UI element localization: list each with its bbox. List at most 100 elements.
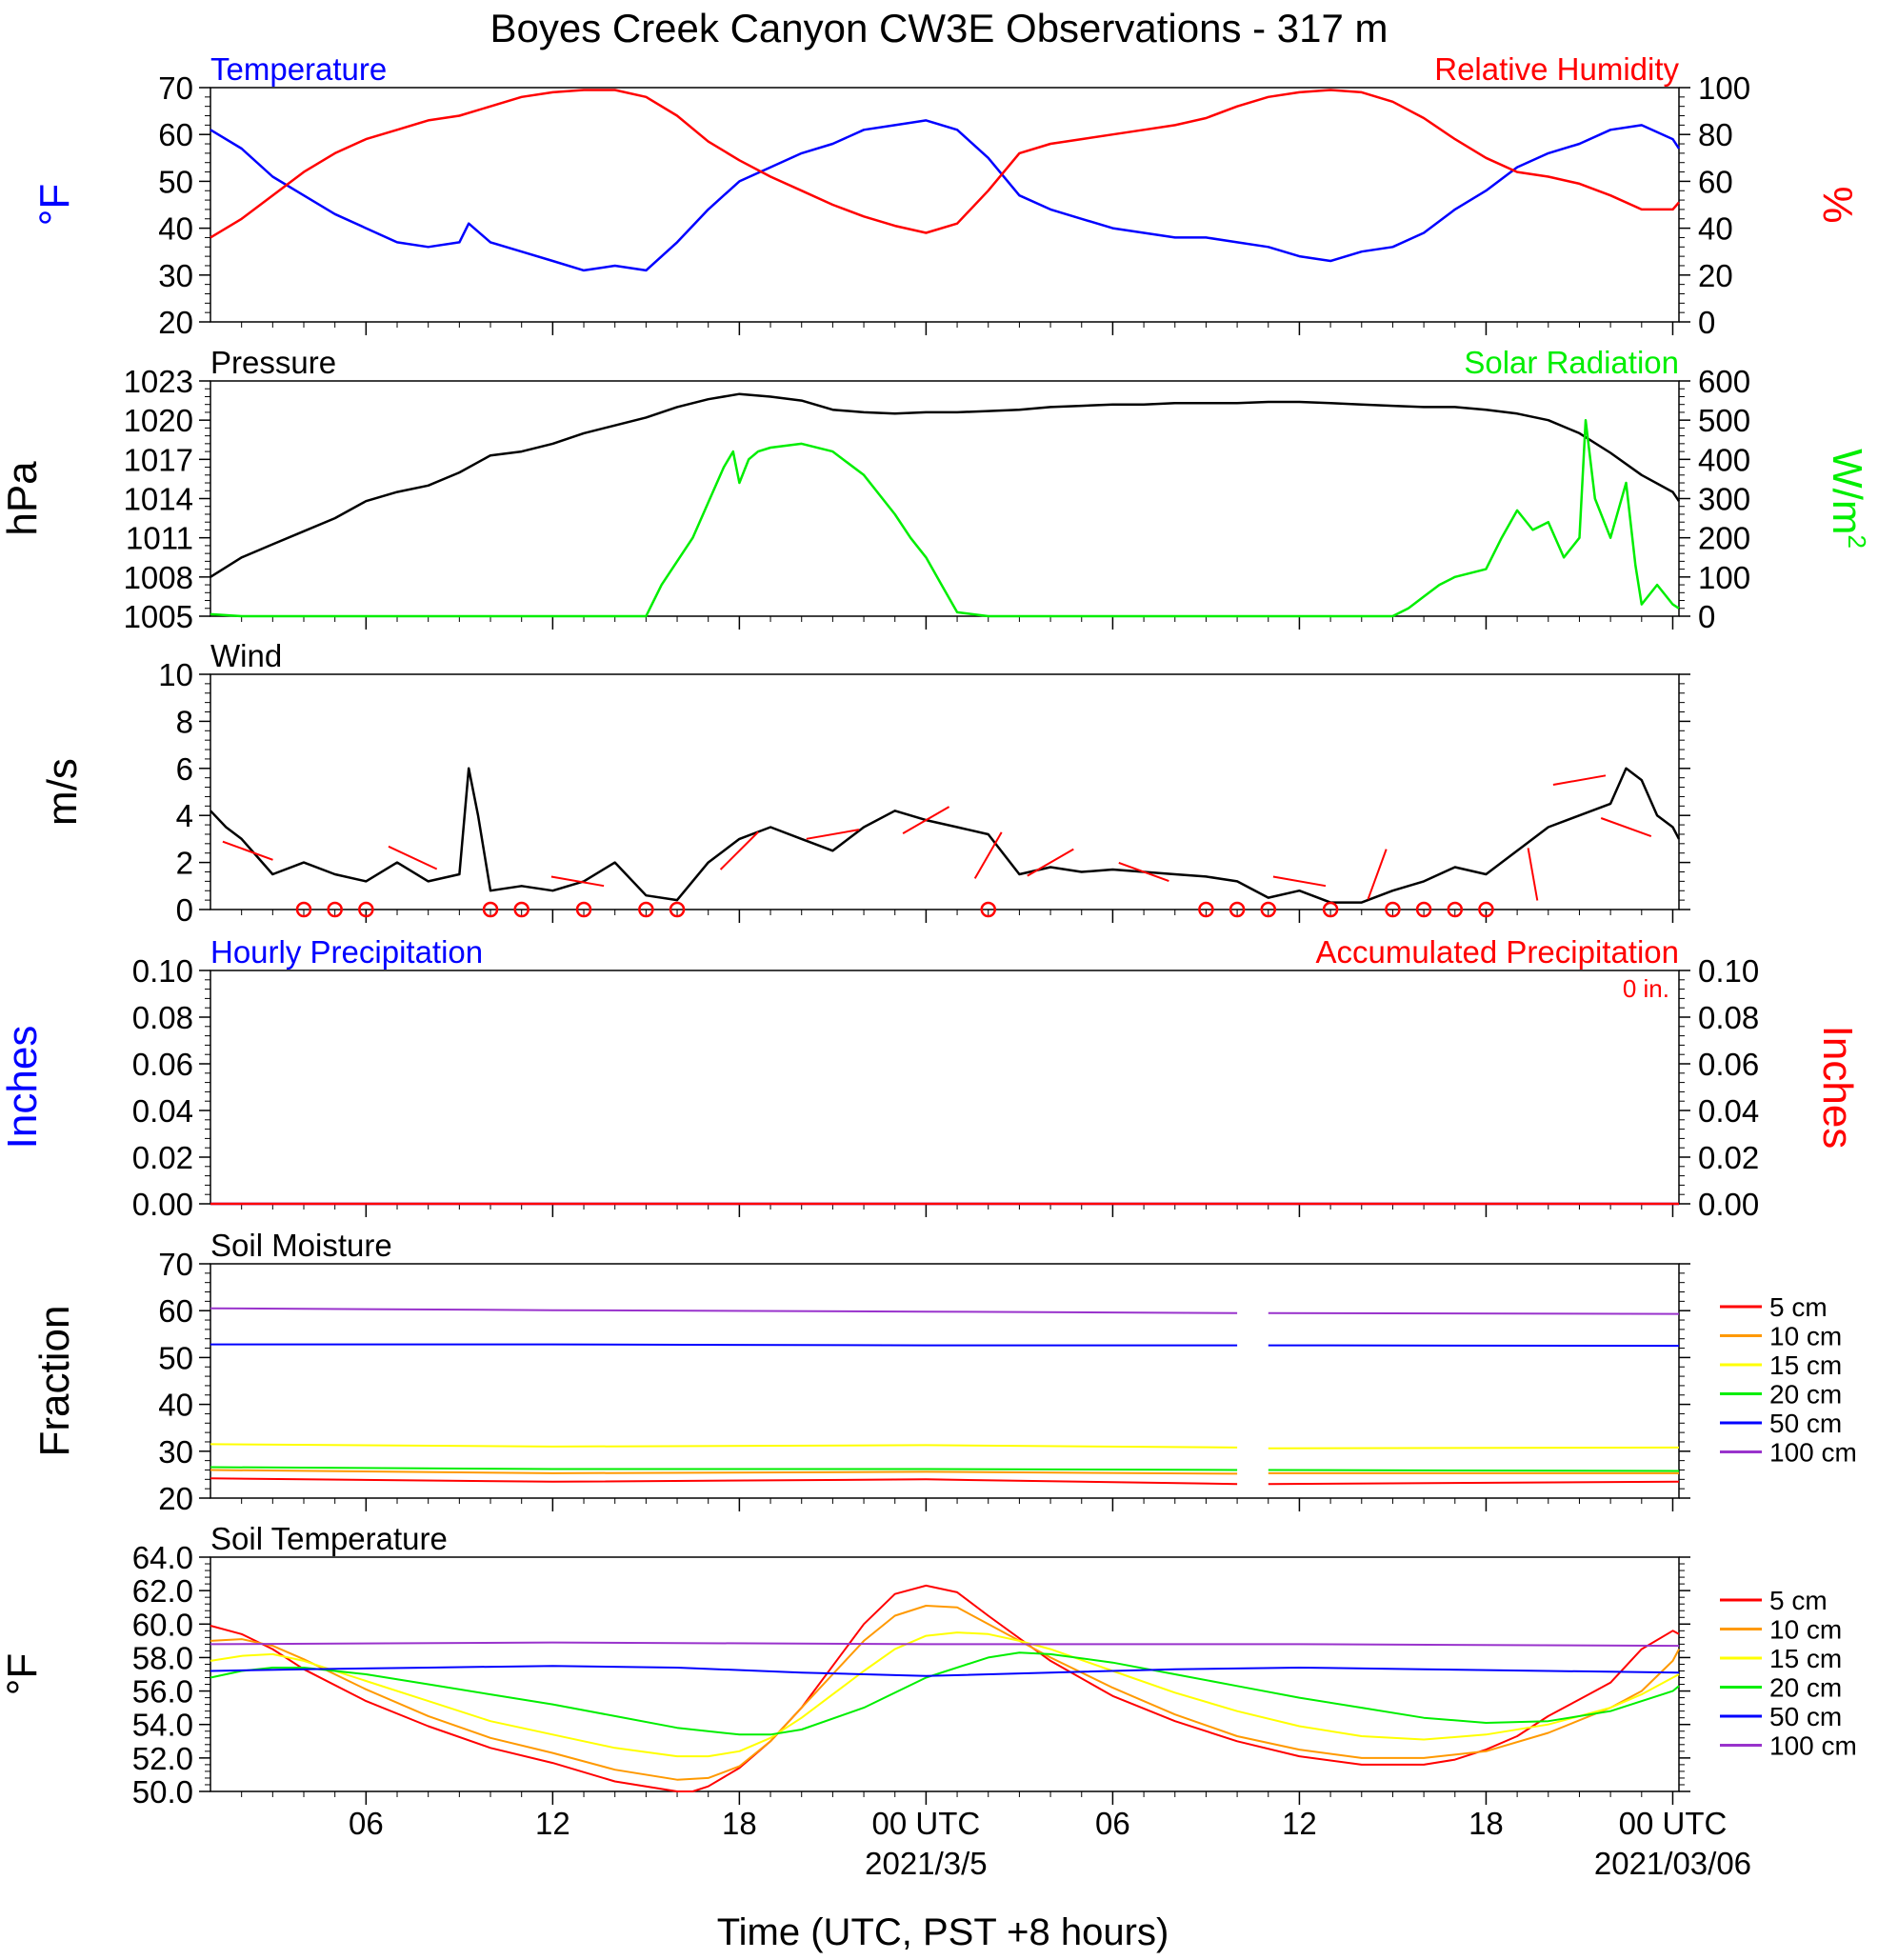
y-tick-label: 50.0 [132,1774,193,1810]
y-tick-label: 50 [158,164,193,199]
legend-label-d15: 15 cm [1769,1644,1842,1673]
y-tick-label: 0.10 [132,953,193,989]
wind-barb [1600,817,1652,838]
y-tick-label: 1011 [126,521,193,556]
legend-label-d50: 50 cm [1769,1702,1842,1731]
wind-barb [1272,875,1327,888]
y2-tick-label: 0.06 [1698,1047,1759,1082]
panel-5: Soil Moisture 70 60 50 40 30 20 Fraction 5 cm10 … [31,1228,1857,1516]
accumulation-annotation: 0 in. [1623,974,1669,1003]
series-line-pressure [210,392,1681,578]
legend-label-d15: 15 cm [1769,1350,1842,1380]
y2-tick-label: 0.10 [1698,953,1759,989]
series-line-wind [210,767,1681,904]
wind-barb [1367,849,1388,900]
y-tick-label: 58.0 [132,1640,193,1675]
wind-barb [806,829,860,840]
y-tick-label: 30 [158,1434,193,1470]
y-tick-label: 60 [158,117,193,152]
series-line-temperature [210,119,1681,272]
y-axis-label: °F [31,184,78,226]
series-line-d50 [210,1665,1680,1677]
x-tick-label: 06 [349,1806,384,1841]
legend-label-d10: 10 cm [1769,1322,1842,1351]
y-tick-label: 30 [158,258,193,293]
x-tick-label: 06 [1095,1806,1130,1841]
calm-wind-marker [1260,901,1277,918]
series-line-d10 [210,1605,1680,1781]
x-tick-label: 12 [1282,1806,1317,1841]
y-tick-label: 6 [176,751,193,787]
calm-wind-marker [1447,901,1464,918]
series-line-d20 [210,1466,1238,1471]
y-tick-label: 20 [158,1481,193,1516]
plot-frame [210,673,1680,910]
calm-wind-marker [1415,901,1432,918]
series-line-humidity [210,89,1680,239]
y-axis-label: °F [0,1653,46,1695]
x-axis: 06 12 18 00 UTC 2021/3/5 06 12 18 00 UTC 2021/03/… [349,1806,1751,1881]
panel-title-right: Solar Radiation [1464,345,1679,380]
y2-axis-label: W/m2 [1824,449,1871,549]
calm-wind-marker [669,901,686,918]
series-line-d15 [210,1631,1680,1758]
legend-label-d20: 20 cm [1769,1673,1842,1703]
plot-frame [210,380,1680,617]
y2-tick-label: 0.08 [1698,1000,1759,1035]
y-tick-label: 20 [158,305,193,340]
calm-wind-marker [1385,901,1401,918]
wind-barb [388,845,438,870]
calm-wind-marker [575,901,592,918]
calm-wind-marker [638,901,654,918]
wind-barb [1552,774,1607,786]
y-tick-label: 0.08 [132,1000,193,1035]
y-tick-label: 60.0 [132,1607,193,1642]
wind-barb [973,831,1003,879]
series-line-d100 [1268,1311,1680,1315]
x-tick-label: 18 [722,1806,757,1841]
plot-frame [210,87,1680,323]
calm-wind-marker [482,901,499,918]
y2-tick-label: 500 [1698,403,1750,438]
x-axis-label: Time (UTC, PST +8 hours) [717,1911,1169,1953]
panel-title-right: Accumulated Precipitation [1315,934,1679,970]
series-line-d15 [1268,1446,1680,1450]
series-line-d50 [210,1343,1238,1347]
y-tick-label: 60 [158,1293,193,1329]
series-line-d5 [210,1584,1680,1792]
panel-4: Hourly Precipitation Accumulated Precipit… [0,934,1861,1222]
y2-tick-label: 0 [1698,305,1715,340]
y-tick-label: 0.04 [132,1093,193,1129]
series-line-d50 [1268,1344,1680,1348]
y-tick-label: 0 [176,892,193,928]
wind-barb [719,830,759,870]
y-tick-label: 54.0 [132,1708,193,1743]
y-tick-label: 1023 [124,364,193,399]
y-tick-label: 64.0 [132,1540,193,1575]
y-tick-label: 0.02 [132,1140,193,1175]
panel-title-left: Soil Temperature [210,1521,448,1556]
y2-axis-label: % [1814,186,1861,223]
legend-label-d50: 50 cm [1769,1409,1842,1438]
y2-tick-label: 60 [1698,164,1733,199]
wind-barb [1027,848,1074,877]
y-tick-label: 1017 [124,442,193,477]
panels: Temperature Relative Humidity706050403020… [0,51,1871,1810]
calm-wind-marker [358,901,374,918]
plot-frame [210,1556,1680,1792]
y2-tick-label: 0.02 [1698,1140,1759,1175]
y-axis-label: m/s [39,758,86,826]
y2-tick-label: 0 [1698,599,1715,634]
wind-barb [1527,848,1539,901]
y2-tick-label: 0.04 [1698,1093,1759,1129]
y2-tick-label: 0.00 [1698,1187,1759,1222]
x-tick-label: 18 [1468,1806,1504,1841]
wind-barb [1118,861,1169,883]
y-tick-label: 1014 [124,482,193,517]
y-tick-label: 70 [158,70,193,106]
y2-tick-label: 80 [1698,117,1733,152]
legend-label-d100: 100 cm [1769,1731,1857,1761]
y-tick-label: 10 [158,657,193,692]
y-tick-label: 1005 [124,599,193,634]
